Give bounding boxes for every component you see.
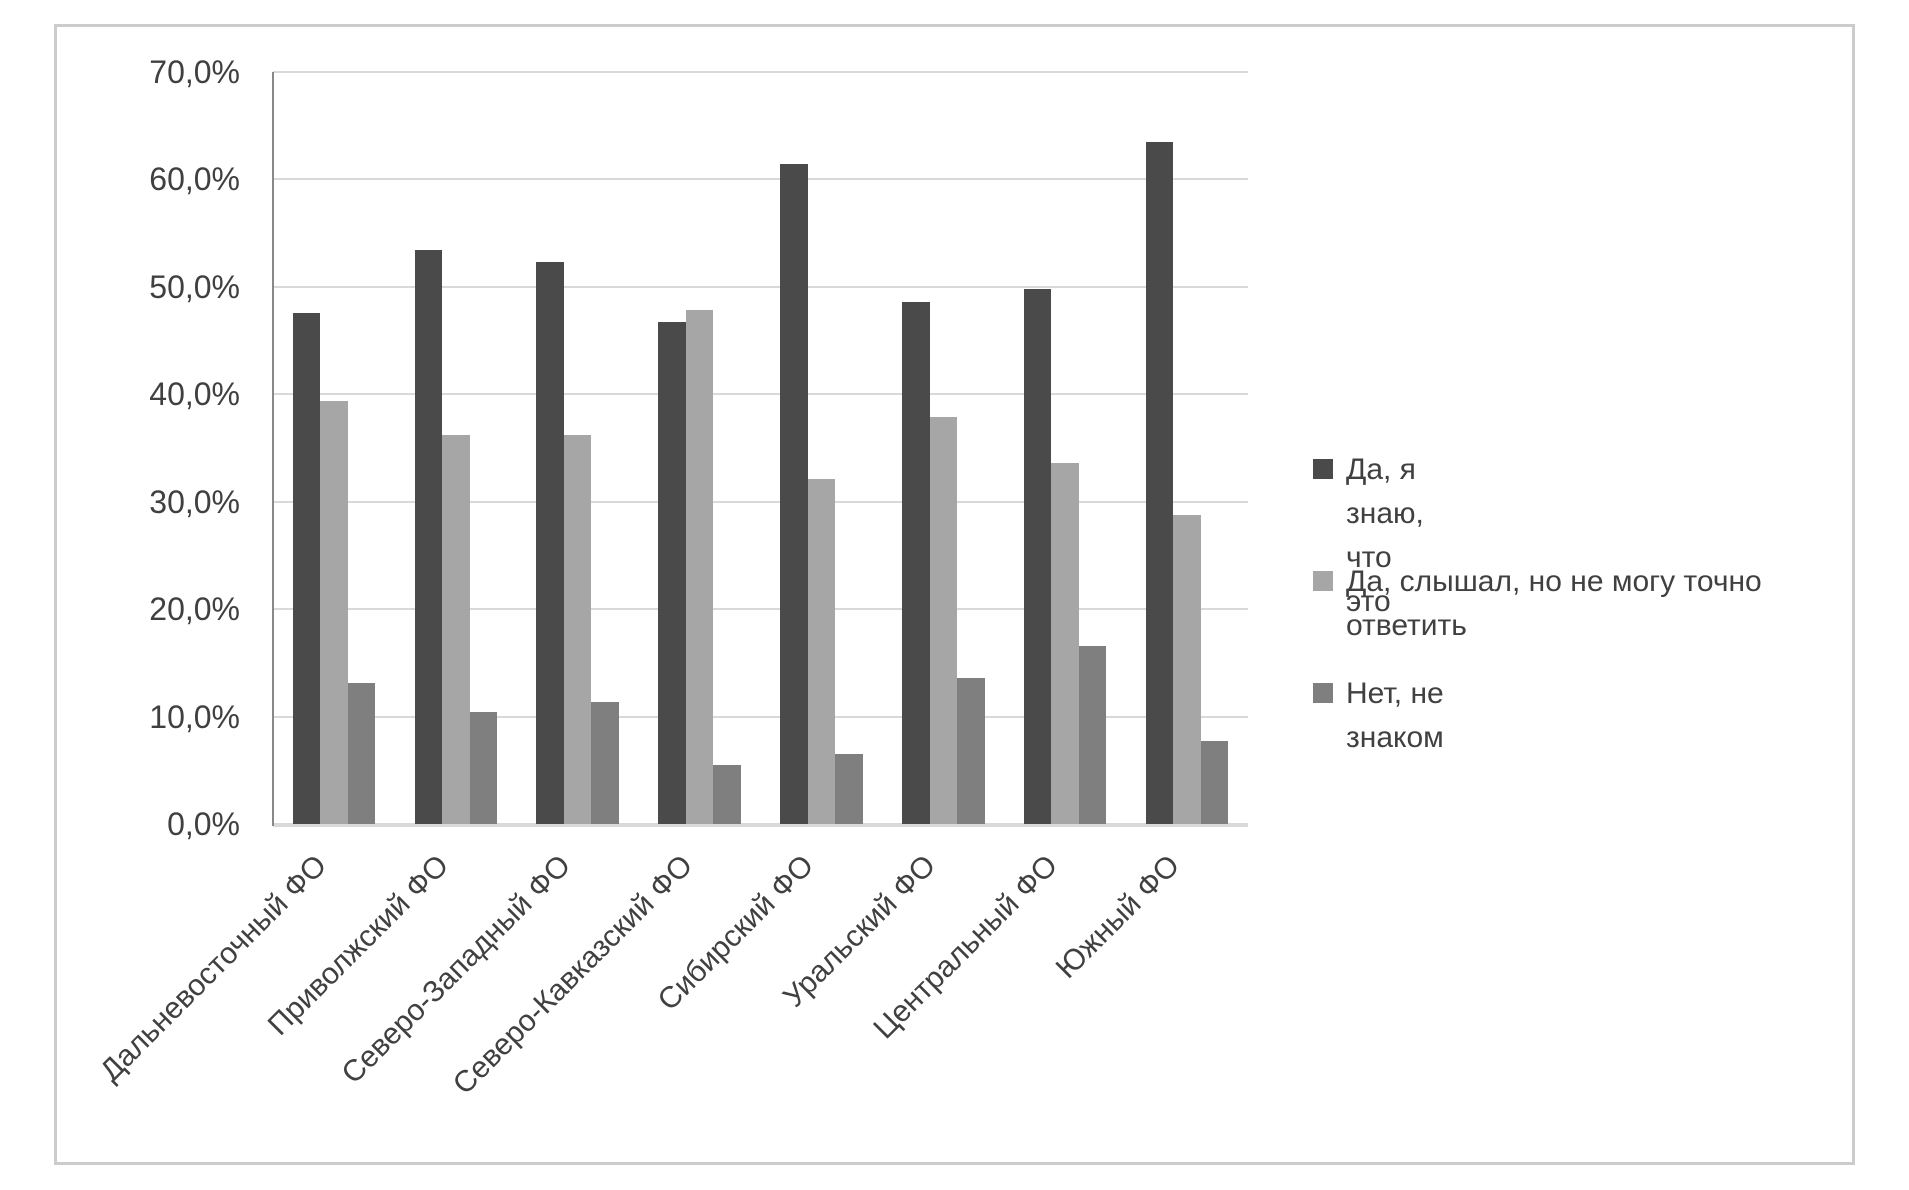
bar-Центральный ФО-s1 [1051,463,1079,824]
legend-swatch-medium-icon [1313,683,1333,703]
bar-Северо-Кавказский ФО-s1 [685,310,714,824]
bar-Дальневосточный ФО-s0 [292,312,321,824]
bar-Дальневосточный ФО-s1 [320,400,348,824]
y-axis-tick-label: 30,0% [149,483,240,520]
gridline-60,0% [273,178,1248,181]
legend-item-not-familiar: Нет, не знаком [1313,672,1444,760]
bar-Южный ФО-s2 [1200,741,1229,824]
bar-Дальневосточный ФО-s2 [347,683,376,824]
bar-Северо-Западный ФО-s2 [591,701,619,824]
gridline-10,0% [273,715,1248,718]
legend-label-not-familiar: Нет, не знаком [1346,677,1444,754]
y-axis-tick-label: 20,0% [149,591,240,628]
bar-Центральный ФО-s2 [1078,645,1107,824]
gridline-70,0% [273,71,1248,73]
bar-Уральский ФО-s1 [929,416,958,824]
bar-Уральский ФО-s0 [902,301,930,824]
bar-Приволжский ФО-s2 [469,712,498,824]
y-axis-tick-label: 0,0% [167,806,240,842]
y-axis-line [272,72,274,826]
bar-Сибирский ФО-s0 [780,164,808,824]
y-axis-tick-label: 70,0% [149,54,240,90]
bar-Приволжский ФО-s1 [442,435,470,824]
bar-Сибирский ФО-s2 [835,754,863,824]
y-axis-tick-label: 60,0% [149,161,240,198]
bar-Приволжский ФО-s0 [414,250,443,824]
gridline-30,0% [273,500,1248,503]
y-axis-tick-label: 50,0% [149,268,240,305]
legend-label-heard: Да, слышал, но не могу точно ответить [1346,565,1762,642]
bar-Сибирский ФО-s1 [807,479,836,824]
bar-Северо-Кавказский ФО-s0 [658,322,686,824]
bar-Северо-Кавказский ФО-s2 [713,764,741,824]
legend-swatch-light-icon [1313,571,1333,591]
gridline-40,0% [273,393,1248,396]
gridline-20,0% [273,608,1248,611]
legend-item-heard: Да, слышал, но не могу точно ответить [1313,560,1816,648]
legend-label-know: Да, я знаю, что это [1346,453,1424,618]
gridline-50,0% [273,285,1248,288]
y-axis-tick-label: 40,0% [149,376,240,413]
bar-Южный ФО-s0 [1145,141,1174,824]
bar-Северо-Западный ФО-s0 [536,262,564,824]
bar-Уральский ФО-s2 [957,677,985,824]
y-axis-tick-label: 10,0% [149,698,240,735]
gridline-0,0% [273,823,1248,827]
legend-swatch-dark-icon [1313,459,1333,479]
bar-Центральный ФО-s0 [1023,289,1052,824]
legend-item-know: Да, я знаю, что это [1313,448,1424,624]
bar-Южный ФО-s1 [1173,514,1201,824]
bar-Северо-Западный ФО-s1 [563,435,592,824]
